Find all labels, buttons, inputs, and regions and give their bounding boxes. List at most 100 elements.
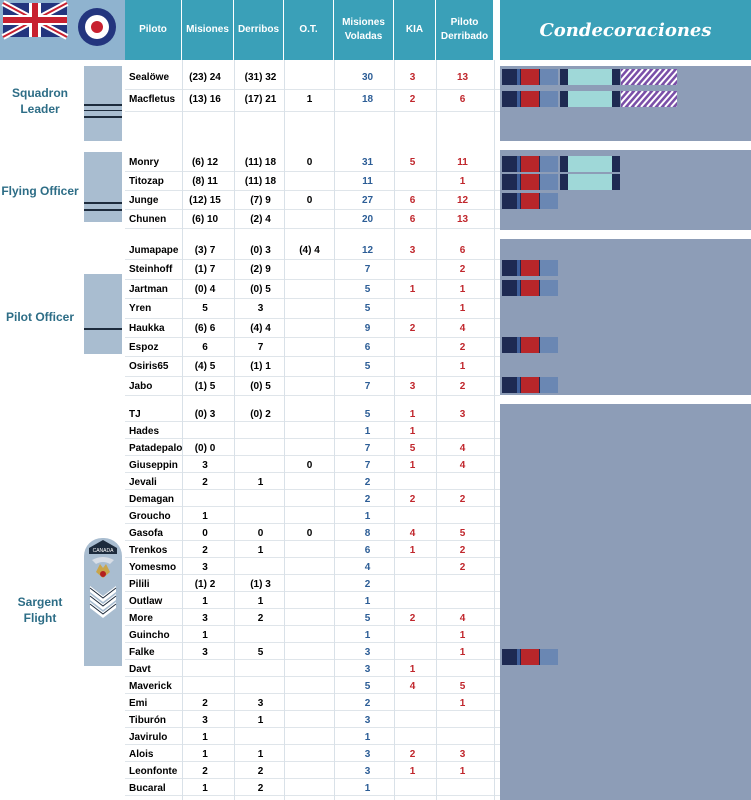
kills-cell: (0) 3 — [250, 245, 271, 256]
missions-cell: 1 — [202, 749, 208, 760]
pilot-downed-cell: 1 — [459, 283, 466, 295]
table-row: Trenkos 2 1 6 1 2 — [125, 541, 500, 560]
table-row: Espoz 6 7 6 2 — [125, 338, 500, 357]
missions-cell: (6) 10 — [191, 214, 219, 225]
ribbon-service-icon — [502, 193, 558, 209]
ribbon-lightblue-icon — [560, 174, 620, 190]
pilot-downed-cell: 1 — [459, 647, 466, 658]
pilot-downed-cell: 6 — [459, 94, 466, 105]
kia-cell: 5 — [409, 157, 416, 168]
pilot-name-cell: Trenkos — [129, 545, 168, 556]
pilot-downed-cell: 2 — [459, 342, 466, 353]
header-misiones: Misiones — [182, 0, 234, 60]
kills-cell: (2) 4 — [250, 214, 271, 225]
pilot-downed-cell: 5 — [459, 681, 466, 692]
pilot-name-cell: Patadepalo — [129, 443, 183, 454]
missions-flown-cell: 8 — [364, 528, 371, 539]
missions-flown-cell: 7 — [364, 443, 371, 454]
pilot-downed-cell: 4 — [459, 322, 466, 334]
header-piloto: Piloto — [125, 0, 182, 60]
kills-cell: (11) 18 — [244, 157, 277, 168]
header-derribos: Derribos — [234, 0, 284, 60]
pilot-downed-cell: 2 — [459, 380, 466, 392]
table-row: Junge (12) 15 (7) 9 0 27 6 12 — [125, 191, 500, 210]
header-misiones-voladas: Misiones Voladas — [334, 0, 394, 60]
missions-flown-cell: 2 — [364, 698, 371, 709]
pilot-name-cell: Titozap — [129, 176, 164, 187]
missions-flown-cell: 12 — [361, 245, 374, 256]
raf-flag — [0, 0, 125, 60]
table-row: Jevali 2 1 2 — [125, 473, 500, 492]
sergeant-chevron-icon: CANADA — [89, 540, 117, 618]
kills-cell: (31) 32 — [244, 72, 277, 83]
table-row: Leonfonte 2 2 3 1 1 — [125, 762, 500, 781]
kills-cell: (0) 5 — [250, 380, 271, 392]
missions-flown-cell: 3 — [364, 664, 371, 675]
missions-cell: 1 — [202, 783, 208, 794]
ribbon-service-icon — [502, 337, 558, 353]
missions-flown-cell: 4 — [364, 562, 371, 573]
pilot-name-cell: Espoz — [129, 342, 159, 353]
ribbon-striped-icon — [604, 68, 692, 86]
sleeve-sargent-flight: CANADA — [84, 538, 122, 666]
missions-flown-cell: 9 — [364, 322, 371, 334]
missions-cell: (6) 6 — [194, 322, 216, 334]
missions-cell: 1 — [202, 630, 208, 641]
ribbon-lightblue-icon — [560, 91, 620, 107]
pilot-name-cell: Davt — [129, 664, 151, 675]
pilot-downed-cell: 11 — [457, 157, 468, 168]
missions-flown-cell: 11 — [362, 176, 373, 187]
missions-flown-cell: 20 — [361, 214, 374, 225]
missions-flown-cell: 1 — [364, 596, 371, 607]
kia-cell: 1 — [409, 545, 416, 556]
table-row: Bucaral 1 2 1 — [125, 779, 500, 798]
missions-cell: (1) 5 — [194, 380, 216, 392]
missions-cell: (6) 12 — [191, 157, 219, 168]
pilot-name-cell: Yren — [129, 303, 152, 315]
pilot-downed-cell: 4 — [459, 460, 466, 471]
pilot-downed-cell: 1 — [459, 698, 466, 709]
missions-cell: 2 — [202, 698, 208, 709]
missions-cell: (13) 16 — [189, 94, 221, 105]
pilot-downed-cell: 4 — [459, 613, 466, 624]
missions-flown-cell: 1 — [364, 426, 371, 437]
pilot-name-cell: Bucaral — [129, 783, 166, 794]
pilot-name-cell: Leonfonte — [129, 766, 178, 777]
header-ot: O.T. — [284, 0, 334, 60]
ribbon-service-icon — [502, 69, 558, 85]
kills-cell: 3 — [257, 303, 264, 315]
rank-label-flying-officer: Flying Officer — [1, 184, 79, 198]
missions-flown-cell: 31 — [361, 157, 374, 168]
pilot-name-cell: Emi — [129, 698, 148, 709]
kia-cell: 2 — [409, 494, 416, 505]
missions-flown-cell: 30 — [361, 72, 374, 83]
missions-flown-cell: 18 — [361, 94, 374, 105]
kia-cell: 4 — [409, 681, 416, 692]
pilot-name-cell: Osiris65 — [129, 361, 169, 373]
missions-cell: 3 — [202, 715, 208, 726]
ribbon-service-icon — [502, 649, 558, 665]
ot-cell: 0 — [306, 157, 313, 168]
kills-cell: 1 — [257, 715, 264, 726]
kia-cell: 2 — [409, 94, 416, 105]
missions-flown-cell: 6 — [364, 342, 371, 353]
kills-cell: (2) 9 — [250, 264, 271, 276]
missions-flown-cell: 6 — [364, 545, 371, 556]
table-row: Emi 2 3 2 1 — [125, 694, 500, 713]
missions-cell: 2 — [202, 477, 208, 488]
table-row: Yomesmo 3 4 2 — [125, 558, 500, 577]
pilot-name-cell: Maverick — [129, 681, 172, 692]
kills-cell: 1 — [257, 596, 264, 607]
ot-cell — [282, 68, 337, 87]
pilot-downed-cell: 4 — [459, 443, 466, 454]
kia-cell: 4 — [409, 528, 416, 539]
table-row: Chunen (6) 10 (2) 4 20 6 13 — [125, 210, 500, 229]
kills-cell: 5 — [257, 647, 264, 658]
pilot-name-cell: Outlaw — [129, 596, 163, 607]
ot-cell — [282, 357, 337, 376]
table-row: Titozap (8) 11 (11) 18 11 1 — [125, 172, 500, 191]
pilot-downed-cell: 2 — [459, 494, 466, 505]
pilot-downed-cell: 2 — [459, 545, 466, 556]
table-row: Demagan 2 2 2 — [125, 490, 500, 509]
kia-cell: 1 — [409, 664, 416, 675]
